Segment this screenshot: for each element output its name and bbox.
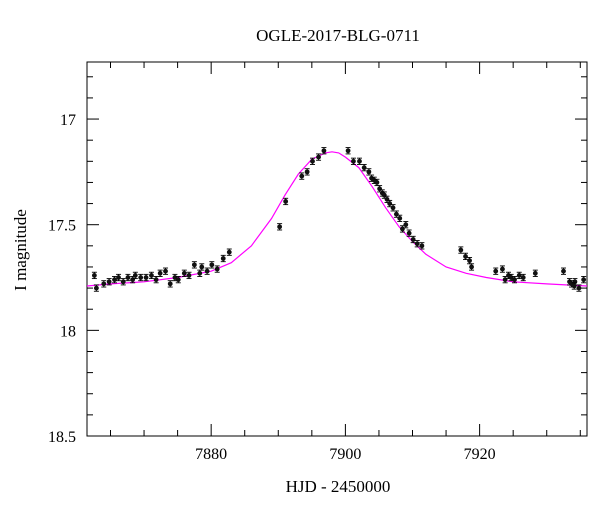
data-point [175,277,181,283]
model-curve [86,151,588,287]
data-point [149,273,154,278]
data-point [374,180,380,185]
data-point [214,266,220,272]
data-point [197,270,203,276]
data-point [410,237,416,242]
data-point [384,196,390,202]
data-point [403,222,409,228]
data-point [357,158,362,164]
data-point [132,273,138,278]
data-point [390,205,396,211]
x-axis-label: HJD - 2450000 [286,477,391,496]
data-point [191,262,197,268]
data-point [467,258,472,264]
data-point [561,268,566,274]
data-point [310,158,315,164]
data-point [186,273,192,278]
data-point [351,158,356,164]
data-point [93,285,99,291]
data-point [463,253,468,259]
data-point [163,268,168,274]
data-point [167,281,173,287]
y-tick-label: 17 [60,112,76,129]
data-point [345,148,351,154]
data-point [512,277,517,283]
data-point [581,277,587,283]
data-point [138,275,144,280]
data-point [304,169,310,175]
data-point [414,241,420,247]
data-point [283,199,289,204]
data-point [125,275,131,280]
data-point [321,148,327,154]
plot-frame [86,61,588,437]
data-point [199,264,205,270]
plot-area: 7880 7900 7920 17 17.5 18 18.5 [48,61,588,463]
x-tick-label: 7880 [195,446,227,463]
data-point [204,268,210,274]
data-point [130,277,136,283]
data-point [116,275,121,280]
data-point [469,264,474,270]
data-point [387,201,393,206]
data-point [366,169,372,175]
data-point [393,211,399,217]
chart-title: OGLE-2017-BLG-0711 [256,26,420,45]
data-point [153,277,159,283]
data-point [377,186,383,192]
data-point [209,262,215,268]
data-point [502,277,508,283]
data-point [91,273,97,278]
data-point [493,268,499,274]
data-point [381,192,387,198]
data-point [120,279,126,285]
data-point [458,247,464,253]
data-point [226,249,232,255]
data-point [571,283,577,289]
data-point [106,279,112,285]
data-point [516,273,522,278]
data-point [576,285,582,291]
data-point [397,215,403,221]
data-point [299,173,305,179]
data-point [500,266,505,272]
data-point [419,243,425,249]
data-point [101,281,107,287]
x-tick-label: 7920 [464,446,496,463]
data-point [406,230,412,236]
y-axis-label: I magnitude [11,209,30,291]
x-tick-label: 7900 [329,446,361,463]
data-point [532,270,538,276]
y-tick-label: 17.5 [48,218,76,235]
y-tick-label: 18.5 [48,429,76,446]
data-point [277,224,283,230]
data-point [220,256,226,261]
data-point [400,226,405,232]
data-point [361,165,367,171]
data-point [157,270,163,276]
data-point [316,154,321,160]
data-point [520,275,526,280]
data-point [112,277,117,283]
data-point [181,270,187,276]
data-point [143,275,149,280]
y-tick-label: 18 [60,323,76,340]
